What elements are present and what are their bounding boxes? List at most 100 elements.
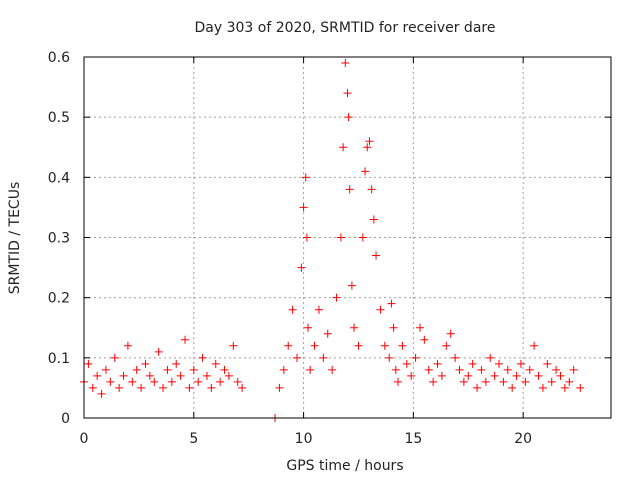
plot-frame [83,56,612,419]
y-tick-label: 0.6 [48,50,70,66]
data-point [341,59,350,68]
data-point [380,341,389,350]
data-point [343,89,352,98]
x-axis-label: GPS time / hours [286,458,403,474]
data-point [407,371,416,380]
data-point [576,383,585,392]
data-point [530,341,539,350]
data-point [521,377,530,386]
data-point [516,359,525,368]
data-point [344,113,353,122]
data-point [455,365,464,374]
data-point [347,281,356,290]
data-point [211,359,220,368]
x-tick-label: 0 [80,431,89,447]
data-point [429,377,438,386]
data-point [185,383,194,392]
data-point [402,359,411,368]
data-point [220,365,229,374]
data-point [106,377,115,386]
data-point [499,377,508,386]
data-point [303,323,312,332]
data-point [464,371,473,380]
data-point [424,365,433,374]
y-tick-labels: 0 0.1 0.2 0.3 0.4 0.5 0.6 [48,50,70,427]
data-point [97,389,106,398]
data-point [119,371,128,380]
data-point [172,359,181,368]
x-tick-label: 15 [404,431,422,447]
data-point [128,377,137,386]
data-point [292,353,301,362]
data-point [385,353,394,362]
data-point [459,377,468,386]
data-point [339,143,348,152]
data-point [538,383,547,392]
data-point [302,233,311,242]
data-point [297,263,306,272]
data-point [369,215,378,224]
data-point [115,383,124,392]
y-tick-label: 0.2 [48,291,70,307]
data-point [88,383,97,392]
data-point [361,167,370,176]
data-point [391,365,400,374]
y-tick-label: 0.3 [48,231,70,247]
data-point [310,341,319,350]
data-point [446,329,455,338]
data-point [376,305,385,314]
x-tick-label: 20 [514,431,532,447]
data-point [363,143,372,152]
data-point [328,365,337,374]
x-tick-label: 10 [295,431,313,447]
data-point [394,377,403,386]
x-tick-label: 5 [189,431,198,447]
grid-lines [84,57,611,418]
data-point [216,377,225,386]
data-point [110,353,119,362]
data-point [477,365,486,374]
data-point [358,233,367,242]
y-tick-label: 0.1 [48,351,70,367]
data-point [207,383,216,392]
data-point [132,365,141,374]
data-point [319,353,328,362]
data-points [80,59,585,422]
data-point [437,371,446,380]
data-point [163,365,172,374]
data-point [306,365,315,374]
data-point [495,359,504,368]
data-point [398,341,407,350]
data-point [508,383,517,392]
data-point [198,353,207,362]
data-point [299,203,308,212]
data-point [389,323,398,332]
data-point [556,371,565,380]
data-point [560,383,569,392]
data-point [569,365,578,374]
data-point [486,353,495,362]
data-point [503,365,512,374]
data-point [442,341,451,350]
chart-title: Day 303 of 2020, SRMTID for receiver dar… [195,20,496,36]
data-point [301,173,310,182]
data-point [314,305,323,314]
data-point [123,341,132,350]
data-point [350,323,359,332]
data-point [481,377,490,386]
data-point [167,377,176,386]
axis-ticks [83,56,611,419]
data-point [233,377,242,386]
data-point [145,371,154,380]
data-point [275,383,284,392]
data-point [288,305,297,314]
data-point [490,371,499,380]
data-point [229,341,238,350]
data-point [101,365,110,374]
data-point [451,353,460,362]
data-point [284,341,293,350]
data-point [433,359,442,368]
data-point [552,365,561,374]
data-point [367,185,376,194]
